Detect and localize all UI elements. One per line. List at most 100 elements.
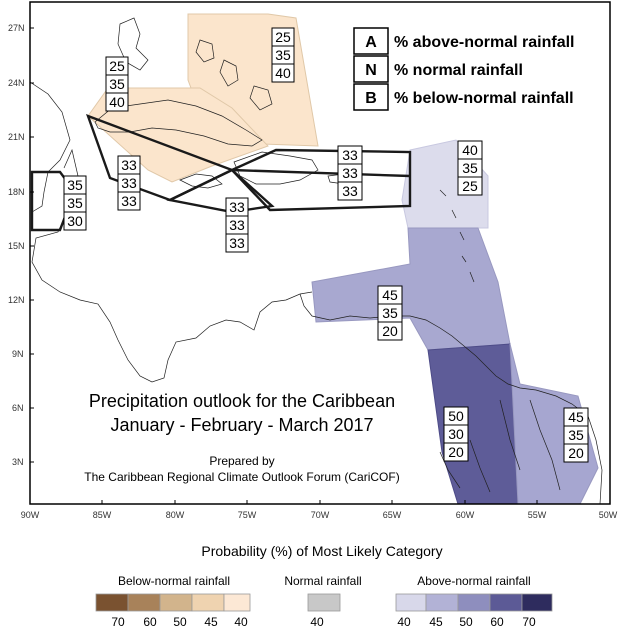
region-label-western-caribbean: 33 33 33 (117, 155, 141, 211)
label-normal: 35 (109, 76, 125, 92)
above-normal-label: Above-normal rainfall (417, 574, 530, 588)
label-above: 33 (229, 199, 245, 215)
key-box-above (353, 27, 389, 55)
swatch-above-45 (425, 593, 459, 612)
below-tick: 70 (111, 615, 125, 629)
label-above: 33 (121, 157, 137, 173)
map-period: January - February - March 2017 (110, 415, 373, 435)
label-below: 30 (67, 213, 83, 229)
probability-labels: 25 35 40 25 35 40 35 35 30 33 33 33 33 3… (63, 27, 589, 463)
label-normal: 33 (121, 175, 137, 191)
swatch-normal-40 (307, 593, 341, 612)
label-above: 50 (448, 408, 464, 424)
above-normal-swatches (395, 593, 553, 612)
lon-tick: 80W (166, 510, 185, 520)
region-fill-southern-caribbean (311, 227, 511, 351)
region-label-leeward-islands: 40 35 25 (457, 140, 483, 196)
below-tick: 60 (143, 615, 157, 629)
key-letter-above: A (365, 34, 377, 51)
label-below: 25 (462, 178, 478, 194)
label-below: 20 (382, 323, 398, 339)
label-above: 25 (109, 58, 125, 74)
swatch-above-40 (395, 593, 427, 612)
coastlines (29, 17, 603, 505)
lon-tick: 50W (599, 510, 618, 520)
category-key: A % above-normal rainfall N % normal rai… (353, 27, 575, 111)
normal-label: Normal rainfall (284, 574, 361, 588)
key-box-below (353, 83, 389, 111)
label-below: 20 (568, 445, 584, 461)
key-box-normal (353, 55, 389, 83)
lon-tick: 90W (21, 510, 40, 520)
label-normal: 35 (382, 305, 398, 321)
lon-tick: 60W (456, 510, 475, 520)
colorbar-legend: Probability (%) of Most Likely Category … (95, 543, 553, 629)
swatch-above-70 (521, 593, 553, 612)
lat-tick: 27N (8, 23, 25, 33)
prepared-by: Prepared by (209, 454, 274, 468)
key-letter-normal: N (365, 62, 377, 79)
label-normal: 35 (67, 195, 83, 211)
normal-tick: 40 (310, 615, 324, 629)
map-title: Precipitation outlook for the Caribbean (89, 391, 395, 411)
below-tick: 40 (234, 615, 248, 629)
swatch-below-45 (191, 593, 225, 612)
swatch-below-60 (127, 593, 161, 612)
label-normal: 33 (229, 217, 245, 233)
longitude-ticks (101, 500, 538, 504)
label-below: 40 (275, 65, 291, 81)
region-outline-hispaniola (229, 148, 412, 212)
label-above: 25 (275, 29, 291, 45)
lat-tick: 15N (8, 241, 25, 251)
region-label-guyana: 50 30 20 (443, 406, 469, 462)
key-letter-below: B (365, 90, 377, 107)
organization: The Caribbean Regional Climate Outlook F… (84, 470, 399, 484)
above-tick: 40 (397, 615, 411, 629)
lat-tick: 21N (8, 132, 25, 142)
lon-tick: 85W (93, 510, 112, 520)
latitude-axis: 27N 24N 21N 18N 15N 12N 9N 6N 3N (8, 23, 25, 467)
lon-tick: 55W (528, 510, 547, 520)
lon-tick: 65W (383, 510, 402, 520)
key-text-normal: % normal rainfall (394, 62, 523, 79)
region-fill-cuba (87, 87, 269, 183)
region-label-jamaica: 33 33 33 (225, 197, 249, 253)
swatch-above-50 (457, 593, 491, 612)
label-normal: 35 (568, 427, 584, 443)
key-text-above: % above-normal rainfall (394, 34, 575, 51)
label-below: 33 (121, 193, 137, 209)
colorbar-title: Probability (%) of Most Likely Category (201, 543, 442, 559)
lat-tick: 12N (8, 295, 25, 305)
lat-tick: 18N (8, 187, 25, 197)
below-normal-label: Below-normal rainfall (118, 574, 230, 588)
label-below: 40 (109, 94, 125, 110)
below-tick: 50 (173, 615, 187, 629)
label-normal: 35 (275, 47, 291, 63)
key-text-below: % below-normal rainfall (394, 90, 574, 107)
swatch-below-50 (159, 593, 193, 612)
below-normal-swatches (95, 593, 251, 612)
above-tick: 45 (429, 615, 443, 629)
swatch-below-40 (223, 593, 251, 612)
region-label-bahamas: 25 35 40 (271, 27, 295, 83)
label-normal: 30 (448, 426, 464, 442)
region-outline-jamaica (166, 168, 275, 214)
label-above: 35 (67, 177, 83, 193)
longitude-axis: 90W 85W 80W 75W 70W 65W 60W 55W 50W (21, 510, 618, 520)
lat-tick: 3N (12, 457, 24, 467)
label-above: 40 (462, 142, 478, 158)
lat-tick: 9N (12, 349, 24, 359)
above-tick: 60 (490, 615, 504, 629)
label-normal: 33 (342, 165, 358, 181)
region-label-southern-caribbean: 45 35 20 (377, 285, 403, 341)
label-above: 45 (568, 409, 584, 425)
lon-tick: 70W (311, 510, 330, 520)
region-outline-divider (231, 168, 411, 178)
label-above: 33 (342, 147, 358, 163)
region-label-belize: 35 35 30 (63, 175, 87, 231)
lon-tick: 75W (238, 510, 257, 520)
above-tick: 50 (459, 615, 473, 629)
below-tick: 45 (204, 615, 218, 629)
swatch-above-60 (489, 593, 523, 612)
